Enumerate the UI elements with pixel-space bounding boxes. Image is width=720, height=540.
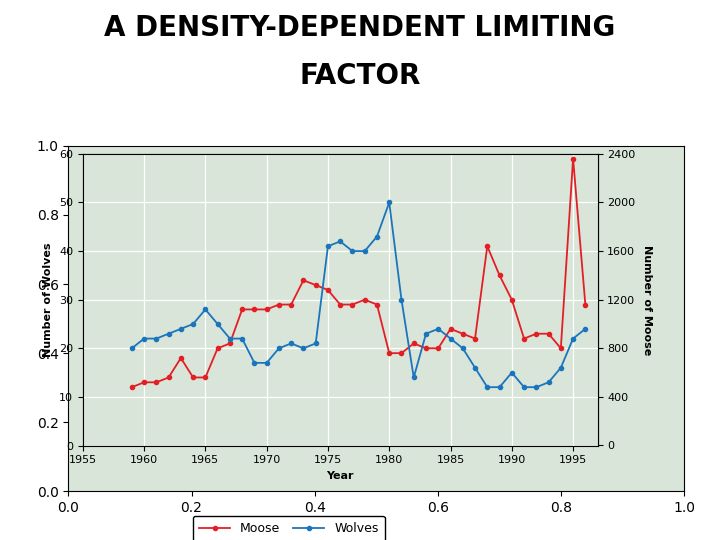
X-axis label: Year: Year — [326, 471, 354, 481]
Legend: Moose, Wolves: Moose, Wolves — [193, 516, 384, 540]
Y-axis label: Number of Moose: Number of Moose — [642, 245, 652, 355]
Y-axis label: Number of Wolves: Number of Wolves — [43, 242, 53, 357]
Text: A DENSITY-DEPENDENT LIMITING: A DENSITY-DEPENDENT LIMITING — [104, 14, 616, 42]
Text: FACTOR: FACTOR — [300, 62, 420, 90]
